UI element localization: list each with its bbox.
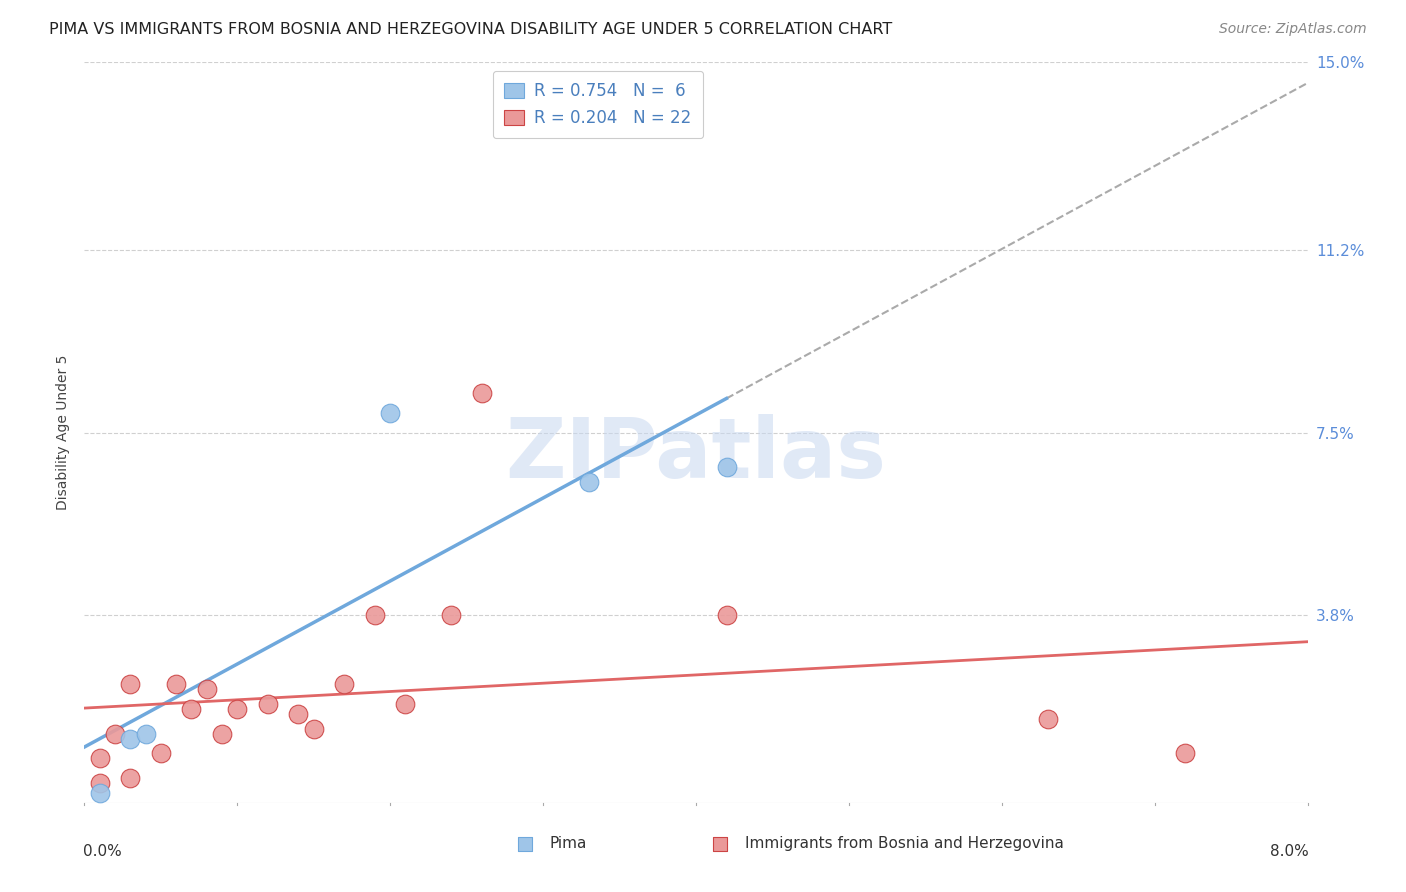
Point [440, 608, 463, 623]
Point [716, 460, 738, 475]
Point [394, 697, 416, 711]
Point [226, 702, 249, 716]
Y-axis label: Disability Age Under 5: Disability Age Under 5 [56, 355, 70, 510]
Point [1036, 712, 1059, 726]
Text: 0.0%: 0.0% [83, 844, 122, 858]
Point [120, 731, 142, 746]
Text: 8.0%: 8.0% [1270, 844, 1309, 858]
Point [89, 776, 111, 790]
Text: Pima: Pima [550, 836, 586, 851]
Point [257, 697, 280, 711]
Text: Source: ZipAtlas.com: Source: ZipAtlas.com [1219, 22, 1367, 37]
Point [180, 702, 202, 716]
Point [120, 677, 142, 691]
Point [195, 682, 218, 697]
Point [89, 751, 111, 765]
Legend: R = 0.754   N =  6, R = 0.204   N = 22: R = 0.754 N = 6, R = 0.204 N = 22 [494, 70, 703, 138]
Point [380, 406, 402, 420]
Point [104, 727, 127, 741]
Text: ZIPatlas: ZIPatlas [506, 414, 886, 495]
Point [471, 386, 494, 401]
Text: Immigrants from Bosnia and Herzegovina: Immigrants from Bosnia and Herzegovina [745, 836, 1064, 851]
Text: PIMA VS IMMIGRANTS FROM BOSNIA AND HERZEGOVINA DISABILITY AGE UNDER 5 CORRELATIO: PIMA VS IMMIGRANTS FROM BOSNIA AND HERZE… [49, 22, 893, 37]
Point [120, 771, 142, 785]
Point [135, 727, 157, 741]
Point [1174, 747, 1197, 761]
Point [287, 706, 309, 721]
Point [333, 677, 356, 691]
Point [716, 608, 738, 623]
Point [149, 747, 172, 761]
Point [165, 677, 187, 691]
Point [89, 786, 111, 800]
Point [578, 475, 600, 489]
Point [211, 727, 233, 741]
Point [364, 608, 387, 623]
Point [302, 722, 325, 736]
